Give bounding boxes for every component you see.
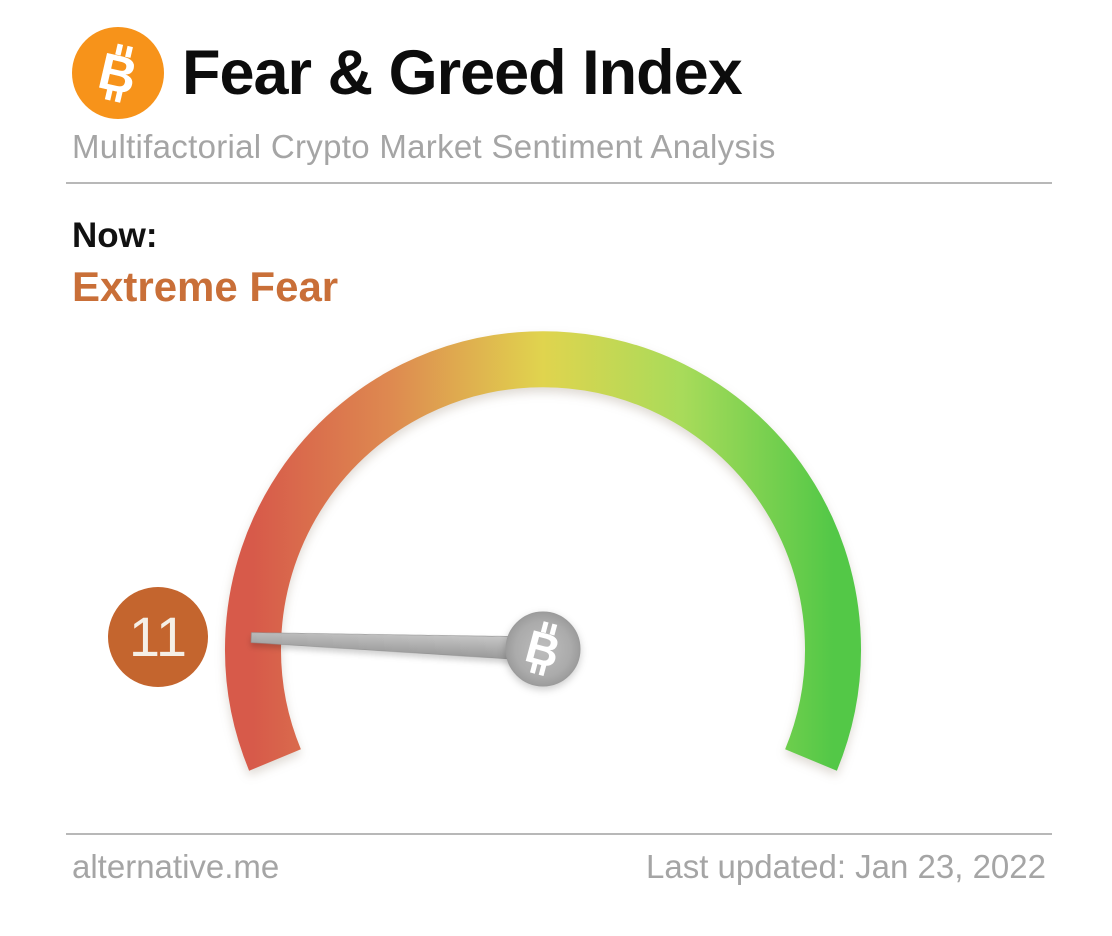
gauge-value: 11: [129, 605, 187, 668]
bitcoin-icon: B: [72, 27, 164, 119]
header-divider: [66, 182, 1052, 184]
gauge: B 11: [64, 321, 1046, 791]
needle-hub: B: [505, 611, 581, 687]
page-title: Fear & Greed Index: [182, 37, 743, 108]
site-name: alternative.me: [72, 848, 280, 885]
footer: alternative.me Last updated: Jan 23, 202…: [72, 848, 1046, 886]
last-updated: Last updated: Jan 23, 2022: [646, 848, 1046, 885]
gauge-needle: [250, 632, 544, 662]
current-status: Now: Extreme Fear: [72, 216, 1046, 311]
now-label: Now:: [72, 216, 158, 255]
page-subtitle: Multifactorial Crypto Market Sentiment A…: [72, 128, 776, 165]
gauge-chart: B 11: [108, 331, 861, 771]
gauge-value-badge: 11: [108, 587, 208, 687]
fear-greed-card: B Fear & Greed Index Multifactorial Cryp…: [64, 27, 1052, 886]
footer-divider: [66, 833, 1052, 835]
gauge-arc: [225, 331, 861, 771]
sentiment-label: Extreme Fear: [72, 263, 339, 310]
header: B Fear & Greed Index: [72, 27, 1046, 119]
